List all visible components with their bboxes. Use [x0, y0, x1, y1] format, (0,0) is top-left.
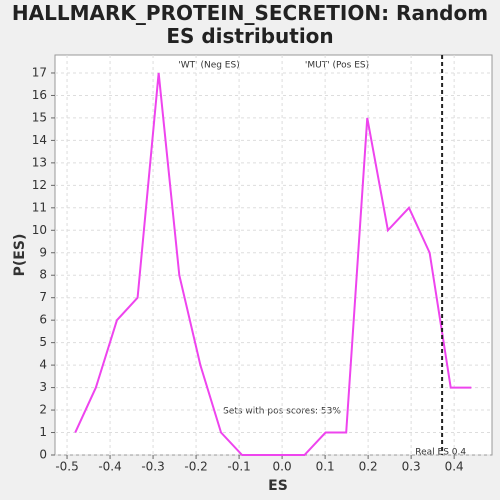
x-tick-label: -0.5	[55, 460, 78, 474]
legend-entry: 'WT' (Neg ES)	[178, 61, 239, 71]
y-tick-label: 15	[32, 110, 47, 124]
y-tick-label: 11	[32, 200, 47, 214]
y-tick-label: 16	[32, 88, 47, 102]
x-tick-label: 0.1	[316, 460, 335, 474]
y-tick-label: 12	[32, 178, 47, 192]
x-tick-label: -0.2	[184, 460, 207, 474]
x-tick-label: 0.3	[402, 460, 421, 474]
y-tick-label: 7	[39, 290, 47, 304]
es-line	[74, 72, 472, 456]
y-tick-label: 13	[32, 155, 47, 169]
x-tick-label: -0.3	[141, 460, 164, 474]
legend-entry: 'MUT' (Pos ES)	[305, 61, 369, 71]
x-tick-label: -0.4	[98, 460, 121, 474]
y-tick-label: 4	[39, 358, 47, 372]
y-tick-label: 17	[32, 65, 47, 79]
x-tick-label: 0.2	[359, 460, 378, 474]
y-tick-label: 0	[39, 448, 47, 462]
y-tick-label: 6	[39, 313, 47, 327]
y-tick-label: 14	[32, 133, 47, 147]
real-es-label: Real ES 0.4	[415, 448, 466, 458]
y-tick-label: 10	[32, 223, 47, 237]
x-axis-label: ES	[268, 478, 288, 494]
y-tick-label: 3	[39, 380, 47, 394]
chart-title: HALLMARK_PROTEIN_SECRETION: Random ES di…	[11, 1, 489, 48]
x-tick-label: 0.0	[273, 460, 292, 474]
plot-area	[54, 54, 493, 456]
x-tick-label: -0.1	[227, 460, 250, 474]
y-tick-label: 8	[39, 268, 47, 282]
y-tick-label: 2	[39, 403, 47, 417]
x-tick-label: 0.4	[445, 460, 464, 474]
y-tick-label: 1	[39, 425, 47, 439]
y-tick-label: 5	[39, 335, 47, 349]
y-axis-label: P(ES)	[12, 234, 28, 277]
y-tick-label: 9	[39, 245, 47, 259]
